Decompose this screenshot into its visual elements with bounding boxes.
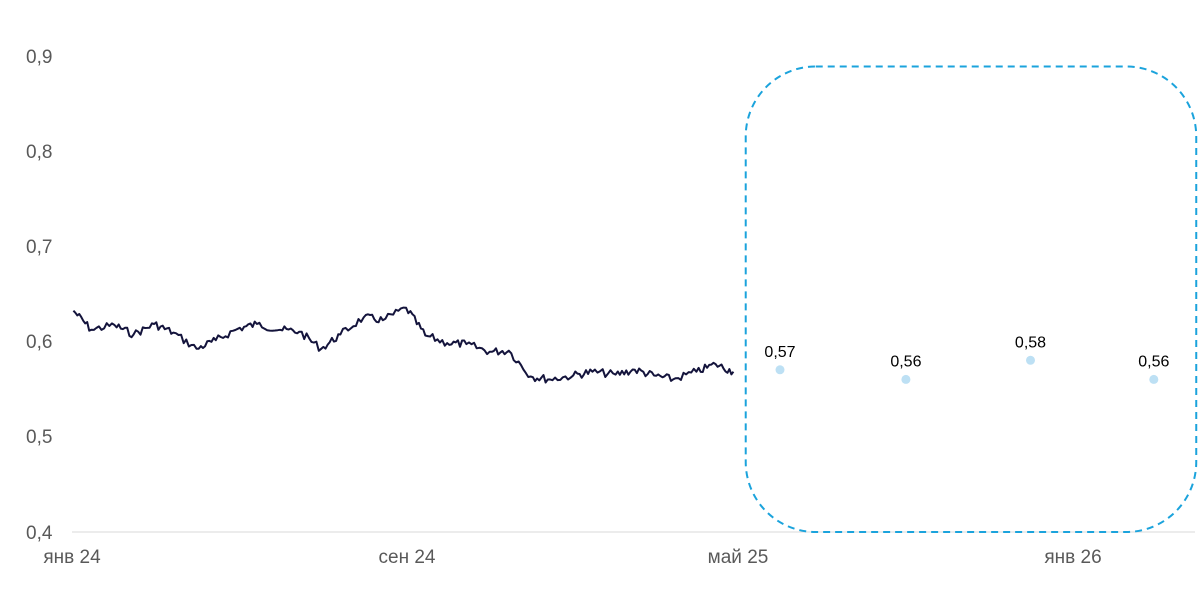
- y-tick-label: 0,8: [26, 142, 52, 163]
- series-line: [72, 306, 735, 384]
- forecast-point: [775, 365, 785, 375]
- forecast-point: [1026, 355, 1035, 365]
- forecast-point-label: 0,58: [1015, 334, 1046, 351]
- x-tick-label: сен 24: [379, 547, 436, 568]
- y-tick-label: 0,9: [26, 47, 52, 68]
- x-axis-ticks: янв 24 сен 24 май 25 янв 26: [43, 547, 1101, 568]
- forecast-point: [1149, 374, 1159, 384]
- y-tick-label: 0,6: [26, 332, 52, 353]
- forecast-point: [901, 374, 911, 384]
- forecast-point-label: 0,57: [764, 344, 795, 361]
- forecast-point-label: 0,56: [890, 353, 921, 370]
- y-tick-label: 0,5: [26, 427, 52, 448]
- y-tick-label: 0,4: [26, 523, 53, 544]
- forecast-highlight-box: [744, 65, 1198, 533]
- y-tick-label: 0,7: [26, 237, 52, 258]
- x-tick-label: янв 26: [1044, 547, 1101, 568]
- y-axis-ticks: 0,9 0,8 0,7 0,6 0,5 0,4: [26, 47, 53, 544]
- x-tick-label: янв 24: [43, 547, 101, 568]
- x-tick-label: май 25: [708, 547, 769, 568]
- forecast-point-label: 0,56: [1138, 353, 1169, 370]
- plot-area: 0,57 0,56 0,58 0,56: [72, 306, 1169, 384]
